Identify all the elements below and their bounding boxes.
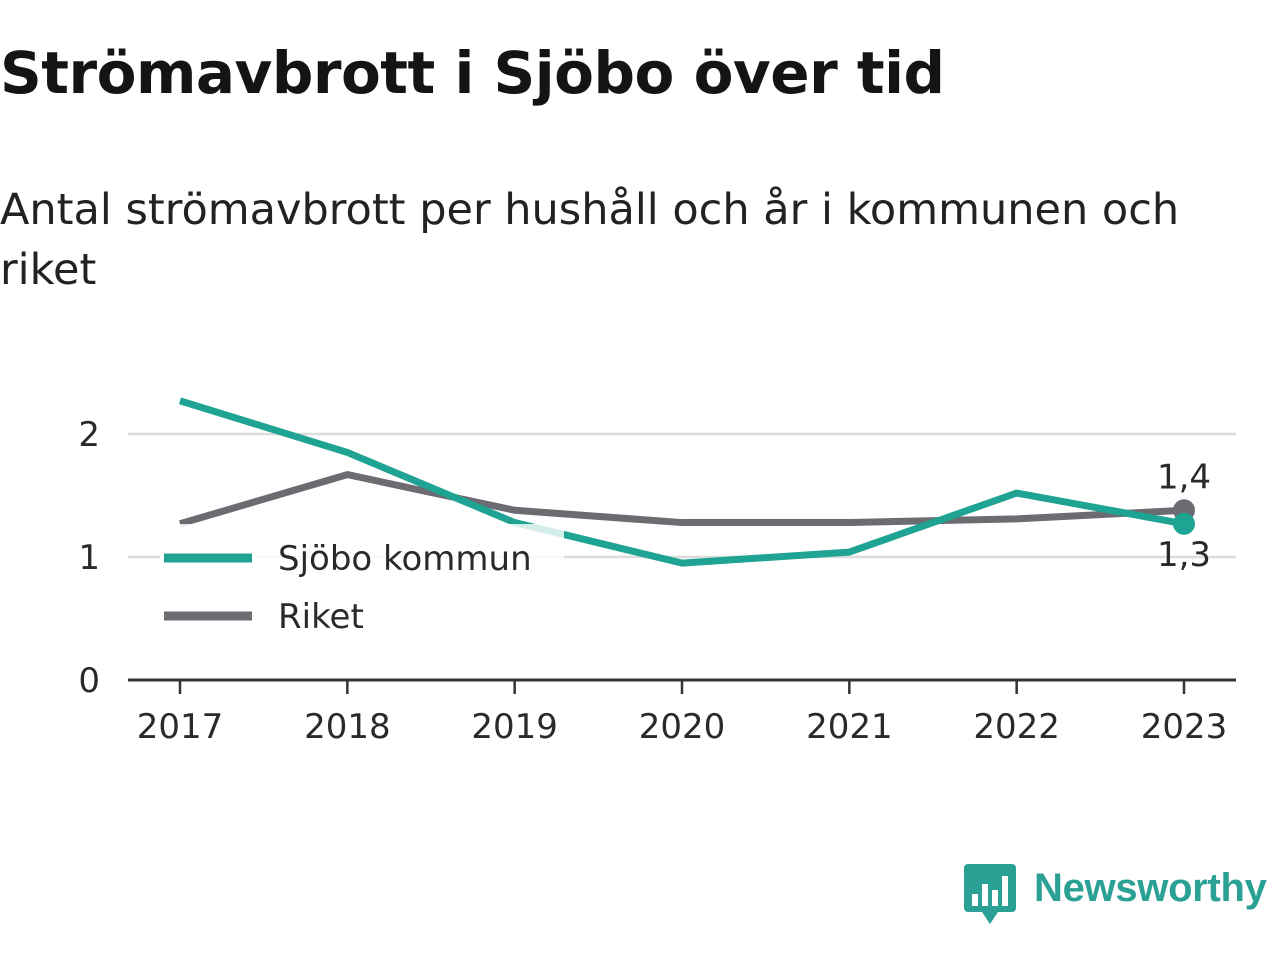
y-tick-label: 0	[78, 661, 100, 701]
sjobo-end-label: 1,3	[1157, 535, 1211, 575]
series-line-riket	[179, 471, 1185, 528]
x-tick-label: 2017	[137, 707, 224, 747]
brand-logo: Newsworthy	[964, 864, 1267, 928]
sjobo-end-marker	[1173, 512, 1195, 535]
riket-end-label: 1,4	[1157, 457, 1211, 497]
line-chart: 0 1 2 2017 2018 2019 2020 2021 2022 2023 1,4 1,3 Sjö…	[78, 397, 1236, 747]
chart-subtitle: Antal strömavbrott per hushåll och år i …	[0, 185, 1180, 295]
x-tick-label: 2023	[1141, 707, 1228, 747]
legend-label: Sjöbo kommun	[278, 539, 532, 579]
y-tick-label: 2	[78, 415, 100, 455]
legend-label: Riket	[278, 597, 364, 637]
chart-bubble-icon	[964, 864, 1016, 924]
x-tick-label: 2018	[304, 707, 391, 747]
x-tick-label: 2020	[639, 707, 726, 747]
brand-name: Newsworthy	[1034, 866, 1267, 910]
x-tick-label: 2021	[806, 707, 893, 747]
chart-title: Strömavbrott i Sjöbo över tid	[0, 39, 945, 107]
y-tick-label: 1	[78, 538, 100, 578]
legend-background	[160, 524, 564, 642]
series-line-sjobo-kommun	[178, 397, 1185, 567]
x-tick-label: 2019	[471, 707, 558, 747]
x-tick-label: 2022	[973, 707, 1060, 747]
